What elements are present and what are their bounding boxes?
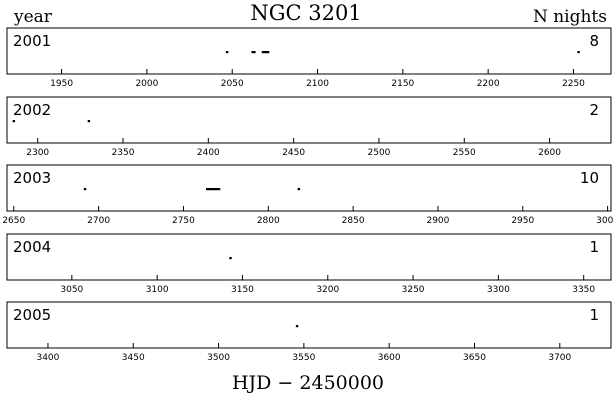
panels-group: 2001 8 1950 2000 2050 2100 2150 2200 2250 2002 2 23…: [2, 27, 613, 363]
panel-2002-year-label: 2002: [13, 101, 51, 119]
panel-2005-tick-label-3400: 3400: [36, 353, 59, 363]
panel-2004-tick-label-3250: 3250: [402, 285, 425, 295]
chart-title: NGC 3201: [250, 1, 361, 25]
panel-2003-point-6: [214, 188, 217, 191]
panel-2003-point-5: [212, 188, 216, 191]
panel-2001-nights-label: 8: [589, 32, 599, 50]
panel-2005-tick-label-3700: 3700: [548, 353, 571, 363]
panel-2003-point-3: [209, 188, 212, 191]
panel-2002-tick-label-2450: 2450: [282, 148, 305, 158]
panel-2003-tick-label-2700: 2700: [87, 216, 110, 226]
panel-2004-tick-label-3050: 3050: [60, 285, 83, 295]
panel-2002-tick-label-2500: 2500: [368, 148, 391, 158]
panel-2002-tick-label-2350: 2350: [112, 148, 135, 158]
panel-2005-nights-label: 1: [589, 306, 599, 324]
panel-2003-tick-label-3000: 3000: [596, 216, 613, 226]
panel-2001-point-2: [253, 51, 256, 54]
panel-2003-year-label: 2003: [13, 169, 51, 187]
panel-2001-tick-label-2200: 2200: [477, 79, 500, 89]
panel-2004-point-0: [229, 257, 232, 260]
panel-2003-point-0: [83, 188, 87, 191]
panel-2004-nights-label: 1: [589, 238, 599, 256]
panel-2002-tick-label-2400: 2400: [197, 148, 220, 158]
panel-2005-tick-label-3450: 3450: [122, 353, 145, 363]
panel-2001-tick-label-2100: 2100: [306, 79, 329, 89]
panel-2005-frame: [6, 301, 612, 349]
panel-2001-tick-label-2050: 2050: [221, 79, 244, 89]
panel-2004-tick-label-3100: 3100: [146, 285, 169, 295]
panel-2003-nights-label: 10: [580, 169, 599, 187]
panel-2005-tick-label-3600: 3600: [378, 353, 401, 363]
panel-2002-frame: [6, 96, 612, 144]
panel-2003-tick-label-2750: 2750: [172, 216, 195, 226]
panel-2001-point-6: [266, 51, 270, 54]
panel-2002-tick-label-2550: 2550: [453, 148, 476, 158]
panel-2001-tick-label-2150: 2150: [391, 79, 414, 89]
panel-2003-point-7: [216, 188, 219, 191]
panel-2003-tick-label-2950: 2950: [511, 216, 534, 226]
panel-2005-point-0: [295, 325, 299, 328]
panel-2001-year-label: 2001: [13, 32, 51, 50]
panel-2003-point-2: [207, 188, 211, 191]
panel-2002-tick-label-2300: 2300: [26, 148, 49, 158]
panel-2005-tick-label-3650: 3650: [463, 353, 486, 363]
panel-2003-point-1: [206, 188, 209, 191]
panel-2003-frame: [6, 164, 612, 212]
panel-2002-point-1: [87, 120, 91, 123]
panel-2001-tick-label-2250: 2250: [562, 79, 585, 89]
panel-2001-point-4: [263, 51, 266, 54]
panel-2001-point-7: [577, 51, 580, 54]
panel-2003-point-9: [297, 188, 301, 191]
panel-2003-point-8: [217, 188, 221, 191]
panel-2001-point-5: [265, 51, 268, 54]
panel-2001-frame: [6, 27, 612, 75]
panel-2004-tick-label-3350: 3350: [572, 285, 595, 295]
panel-2002-tick-label-2600: 2600: [538, 148, 561, 158]
panel-2004-tick-label-3150: 3150: [231, 285, 254, 295]
panel-2001-point-0: [225, 51, 229, 54]
panel-2004-tick-label-3300: 3300: [487, 285, 510, 295]
panel-2001-tick-label-1950: 1950: [50, 79, 73, 89]
panel-2003-tick-label-2900: 2900: [426, 216, 449, 226]
panel-2001-point-3: [261, 51, 265, 54]
panel-2003-tick-label-2850: 2850: [342, 216, 365, 226]
panel-2001-point-1: [251, 51, 254, 54]
panel-2002-point-0: [12, 120, 16, 123]
panel-2005-year-label: 2005: [13, 306, 51, 324]
panel-2003-tick-label-2650: 2650: [2, 216, 25, 226]
right-header: N nights: [533, 7, 607, 27]
panel-2005-tick-label-3550: 3550: [292, 353, 315, 363]
panel-2004-frame: [6, 233, 612, 281]
x-axis-label: HJD − 2450000: [232, 372, 384, 393]
panel-2004-tick-label-3200: 3200: [316, 285, 339, 295]
panel-2003-point-4: [211, 188, 214, 191]
left-header: year: [13, 7, 53, 27]
panel-2003-tick-label-2800: 2800: [257, 216, 280, 226]
panel-2002-nights-label: 2: [589, 101, 599, 119]
panel-2004-year-label: 2004: [13, 238, 51, 256]
panel-2005-tick-label-3500: 3500: [207, 353, 230, 363]
panel-2001-tick-label-2000: 2000: [135, 79, 158, 89]
